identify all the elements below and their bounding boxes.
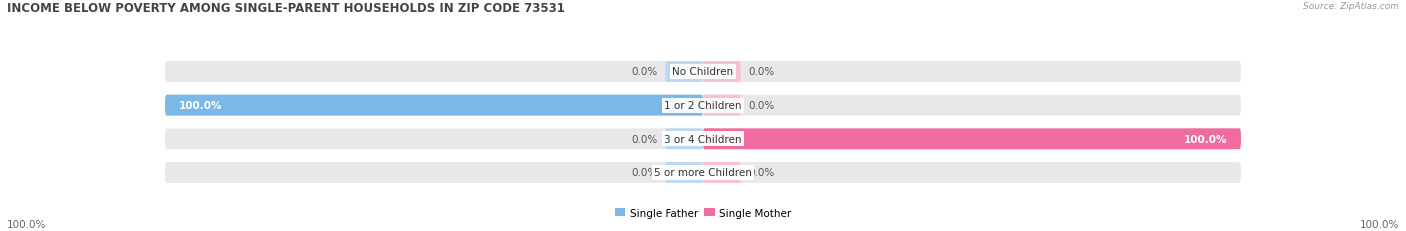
FancyBboxPatch shape [665, 162, 703, 183]
Text: No Children: No Children [672, 67, 734, 77]
FancyBboxPatch shape [165, 62, 1241, 82]
FancyBboxPatch shape [665, 129, 703, 149]
Text: 5 or more Children: 5 or more Children [654, 168, 752, 178]
Text: 0.0%: 0.0% [631, 67, 657, 77]
FancyBboxPatch shape [165, 162, 1241, 183]
FancyBboxPatch shape [165, 95, 703, 116]
FancyBboxPatch shape [703, 62, 741, 82]
Text: 100.0%: 100.0% [7, 219, 46, 229]
Text: INCOME BELOW POVERTY AMONG SINGLE-PARENT HOUSEHOLDS IN ZIP CODE 73531: INCOME BELOW POVERTY AMONG SINGLE-PARENT… [7, 2, 565, 15]
Text: 0.0%: 0.0% [631, 134, 657, 144]
Text: 0.0%: 0.0% [749, 101, 775, 111]
FancyBboxPatch shape [665, 62, 703, 82]
Text: 0.0%: 0.0% [749, 168, 775, 178]
Text: 3 or 4 Children: 3 or 4 Children [664, 134, 742, 144]
Text: 1 or 2 Children: 1 or 2 Children [664, 101, 742, 111]
Text: 0.0%: 0.0% [749, 67, 775, 77]
Text: Source: ZipAtlas.com: Source: ZipAtlas.com [1303, 2, 1399, 11]
FancyBboxPatch shape [165, 95, 1241, 116]
FancyBboxPatch shape [703, 162, 741, 183]
Text: 100.0%: 100.0% [1360, 219, 1399, 229]
FancyBboxPatch shape [703, 95, 741, 116]
Legend: Single Father, Single Mother: Single Father, Single Mother [610, 204, 796, 222]
Text: 100.0%: 100.0% [1184, 134, 1227, 144]
Text: 0.0%: 0.0% [631, 168, 657, 178]
Text: 100.0%: 100.0% [179, 101, 222, 111]
FancyBboxPatch shape [703, 129, 1241, 149]
FancyBboxPatch shape [165, 129, 1241, 149]
